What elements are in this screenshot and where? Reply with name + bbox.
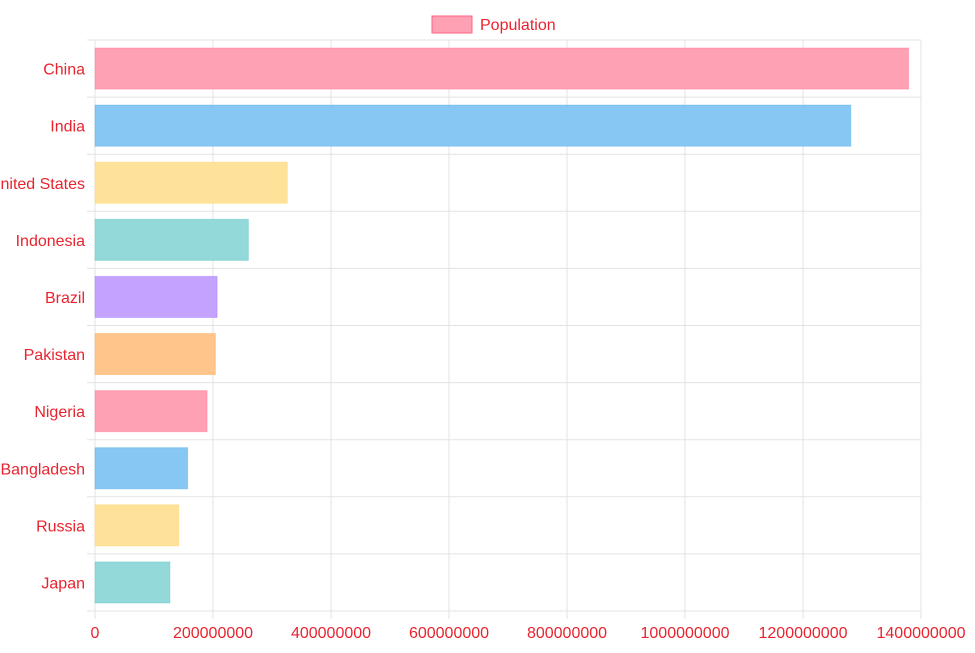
category-label: Indonesia bbox=[16, 233, 85, 250]
category-label: Nigeria bbox=[34, 404, 85, 421]
bar-india[interactable] bbox=[94, 104, 852, 147]
category-label: India bbox=[50, 119, 85, 136]
bar-pakistan[interactable] bbox=[94, 332, 216, 376]
x-tick-label: 1200000000 bbox=[759, 625, 848, 642]
category-label: Brazil bbox=[45, 290, 85, 307]
category-label: Russia bbox=[36, 518, 85, 535]
bar-china[interactable] bbox=[94, 47, 910, 90]
x-tick-label: 200000000 bbox=[173, 625, 253, 642]
category-label: Pakistan bbox=[24, 347, 85, 364]
bar-brazil[interactable] bbox=[94, 275, 218, 319]
bar-nigeria[interactable] bbox=[94, 390, 208, 433]
x-tick-label: 1400000000 bbox=[877, 625, 966, 642]
x-tick-label: 1000000000 bbox=[641, 625, 730, 642]
bar-bangladesh[interactable] bbox=[94, 447, 189, 490]
legend[interactable]: Population bbox=[431, 15, 556, 34]
category-label: Bangladesh bbox=[0, 461, 85, 478]
bar-russia[interactable] bbox=[94, 504, 180, 547]
category-label: United States bbox=[0, 176, 85, 193]
category-labels: China India United States Indonesia Brazil Pa… bbox=[0, 62, 85, 593]
legend-label-population: Population bbox=[480, 17, 556, 34]
x-tick-label: 800000000 bbox=[527, 625, 607, 642]
category-label: China bbox=[43, 62, 85, 79]
category-label: Japan bbox=[41, 575, 85, 592]
x-tick-labels: 0 200000000 400000000 600000000 800000000 100… bbox=[91, 625, 966, 642]
x-tick-label: 400000000 bbox=[291, 625, 371, 642]
bars bbox=[94, 47, 910, 604]
x-tick-label: 0 bbox=[91, 625, 100, 642]
bar-united-states[interactable] bbox=[94, 161, 288, 204]
bar-indonesia[interactable] bbox=[94, 218, 249, 261]
legend-swatch-population bbox=[431, 15, 473, 34]
bar-japan[interactable] bbox=[94, 561, 171, 604]
x-tick-label: 600000000 bbox=[409, 625, 489, 642]
